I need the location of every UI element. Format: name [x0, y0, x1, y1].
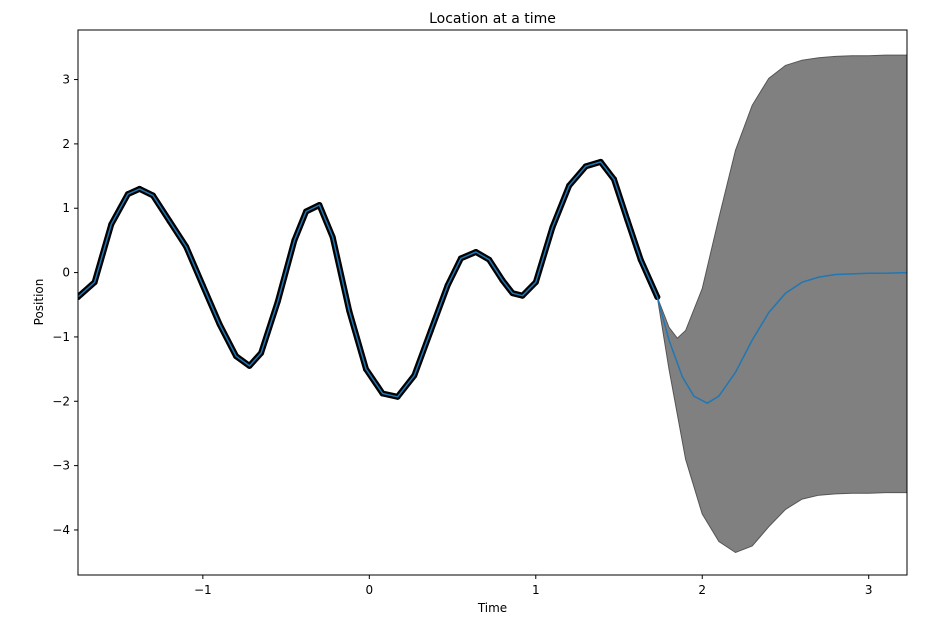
x-tick-label: 3	[865, 583, 873, 597]
y-tick-label: −2	[52, 394, 70, 408]
y-tick-label: 2	[62, 137, 70, 151]
series-layer	[78, 161, 907, 404]
x-tick-label: 2	[698, 583, 706, 597]
x-axis-label: Time	[477, 601, 507, 615]
mean-line	[78, 161, 907, 404]
chart-title: Location at a time	[429, 11, 556, 27]
x-axis-ticks: −1 0 1 2 3	[194, 575, 873, 597]
y-axis-label: Position	[32, 279, 46, 326]
plot-frame	[77, 29, 908, 576]
y-tick-label: 3	[62, 73, 70, 87]
x-tick-label: −1	[194, 583, 212, 597]
band-layer	[656, 54, 907, 554]
x-tick-label: 1	[532, 583, 540, 597]
x-tick-label: 0	[365, 583, 373, 597]
confidence-band	[656, 54, 907, 554]
y-axis-ticks: 3 2 1 0 −1 −2 −3 −4	[52, 73, 78, 537]
y-tick-label: −4	[52, 523, 70, 537]
y-tick-label: 1	[62, 201, 70, 215]
y-tick-label: −1	[52, 330, 70, 344]
plot-area	[77, 29, 908, 576]
y-tick-label: 0	[62, 266, 70, 280]
y-tick-label: −3	[52, 459, 70, 473]
